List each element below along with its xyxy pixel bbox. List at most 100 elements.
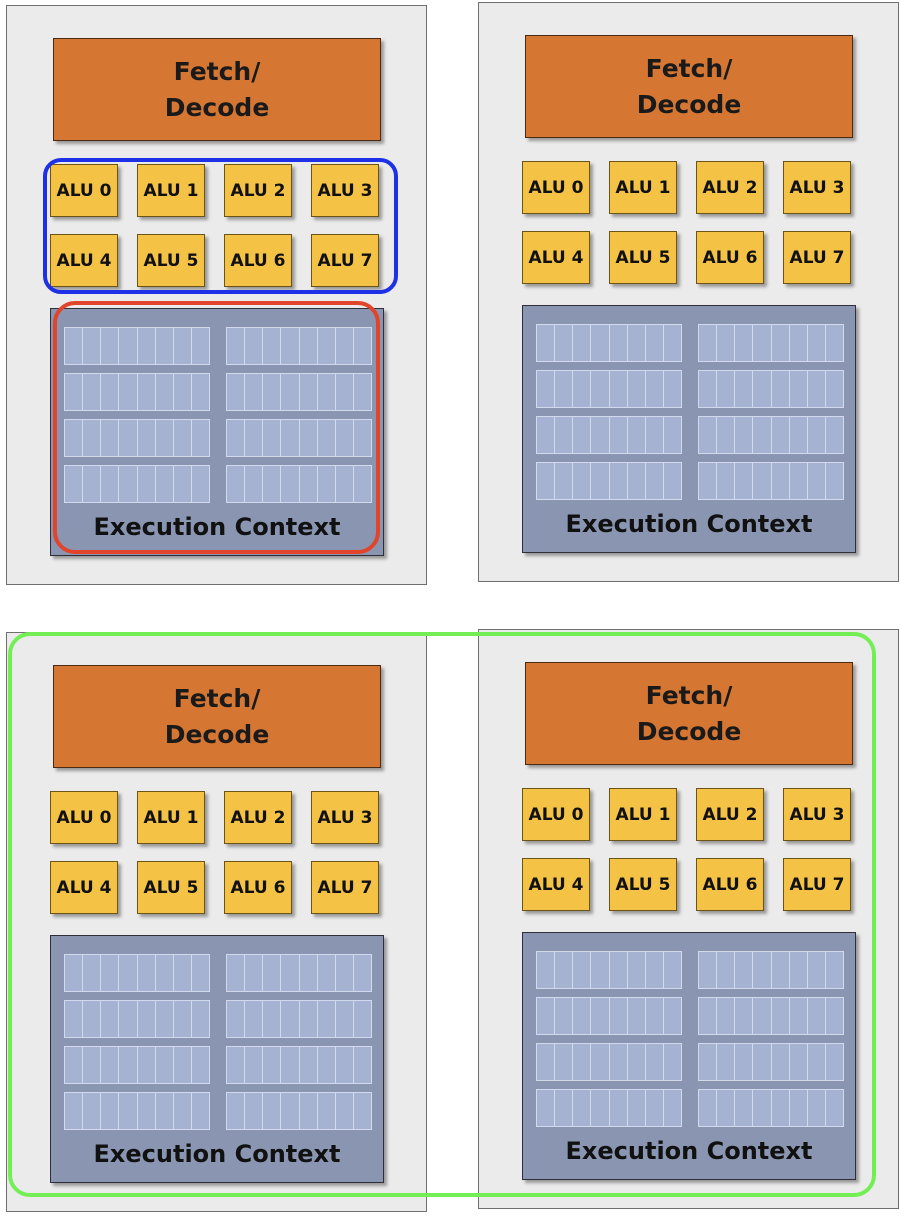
register-cell [174, 328, 192, 364]
register-cell [156, 1047, 174, 1083]
alu-block: ALU 6 [696, 858, 764, 911]
register-cell [138, 420, 156, 456]
register-cell [717, 1090, 736, 1126]
register-cell [790, 952, 808, 988]
register-cell [263, 420, 282, 456]
register-cell [808, 952, 826, 988]
register-cell [318, 328, 336, 364]
register-cell [65, 420, 84, 456]
register-bank [226, 1046, 372, 1084]
register-bank [226, 465, 372, 503]
register-bank [64, 465, 210, 503]
register-bank [536, 1089, 682, 1127]
register-cell [699, 417, 718, 453]
alu-block: ALU 2 [696, 788, 764, 841]
register-cell [192, 1001, 209, 1037]
register-cell [336, 955, 354, 991]
fetch-decode-line: Fetch/ [173, 683, 261, 713]
register-cell [628, 1090, 646, 1126]
register-cell [573, 371, 592, 407]
alu-block: ALU 2 [696, 161, 764, 214]
register-cell [646, 463, 664, 499]
register-bank [64, 1092, 210, 1130]
fetch-decode-label: Fetch/Decode [165, 54, 270, 126]
register-cell [646, 1090, 664, 1126]
alu-block: ALU 6 [696, 231, 764, 284]
register-cell [772, 1044, 790, 1080]
register-cell [83, 420, 102, 456]
register-cell [263, 328, 282, 364]
register-cell [101, 328, 120, 364]
register-cell [664, 463, 681, 499]
register-cell [753, 371, 772, 407]
register-cell [735, 1090, 754, 1126]
register-cell [628, 371, 646, 407]
execution-context-label: Execution Context [565, 1137, 813, 1165]
alu-block: ALU 7 [311, 861, 379, 914]
register-cell [336, 1047, 354, 1083]
register-cell [591, 371, 610, 407]
fetch-decode-label: Fetch/Decode [165, 681, 270, 753]
alu-block: ALU 4 [50, 234, 118, 287]
execution-context-block: Execution Context [522, 305, 856, 553]
alu-block: ALU 7 [311, 234, 379, 287]
alu-block: ALU 3 [311, 164, 379, 217]
register-cell [772, 998, 790, 1034]
register-cell [138, 466, 156, 502]
register-cell [537, 1044, 556, 1080]
alu-block: ALU 2 [224, 791, 292, 844]
core-2: Fetch/Decode ALU 0 ALU 1 ALU 2 ALU 3 ALU 4 ALU… [6, 632, 427, 1212]
execution-context-label: Execution Context [93, 1140, 341, 1168]
register-cell [537, 325, 556, 361]
register-cell [591, 998, 610, 1034]
register-cell [537, 463, 556, 499]
alu-block: ALU 5 [137, 861, 205, 914]
register-cell [281, 420, 300, 456]
register-cell [664, 325, 681, 361]
register-cell [717, 952, 736, 988]
register-cell [300, 328, 318, 364]
register-cell [735, 325, 754, 361]
register-cell [555, 463, 574, 499]
register-cell [772, 1090, 790, 1126]
register-cell [300, 955, 318, 991]
register-cell [192, 466, 209, 502]
register-cell [336, 1001, 354, 1037]
register-cell [591, 463, 610, 499]
register-cell [281, 466, 300, 502]
register-bank [536, 1043, 682, 1081]
register-cell [300, 1047, 318, 1083]
register-cell [227, 1047, 246, 1083]
register-cell [826, 417, 843, 453]
register-cell [336, 420, 354, 456]
register-cell [245, 1001, 264, 1037]
register-cell [664, 1044, 681, 1080]
fetch-decode-block: Fetch/Decode [525, 662, 853, 765]
register-cell [336, 466, 354, 502]
register-bank [698, 324, 844, 362]
register-cell [753, 952, 772, 988]
register-cell [591, 952, 610, 988]
register-cell [664, 1090, 681, 1126]
register-cell [318, 1001, 336, 1037]
register-cell [790, 1090, 808, 1126]
register-cell [318, 1047, 336, 1083]
alu-block: ALU 3 [783, 161, 851, 214]
register-cell [245, 420, 264, 456]
register-cell [227, 1001, 246, 1037]
register-cell [138, 1093, 156, 1129]
register-cell [646, 371, 664, 407]
register-cell [245, 328, 264, 364]
register-bank [536, 370, 682, 408]
alu-block: ALU 4 [522, 858, 590, 911]
register-cell [555, 325, 574, 361]
register-cell [664, 417, 681, 453]
register-cell [735, 1044, 754, 1080]
register-bank [698, 370, 844, 408]
register-cell [83, 1093, 102, 1129]
register-cell [735, 952, 754, 988]
register-cell [610, 998, 628, 1034]
register-cell [192, 955, 209, 991]
register-cell [227, 420, 246, 456]
register-cell [790, 1044, 808, 1080]
